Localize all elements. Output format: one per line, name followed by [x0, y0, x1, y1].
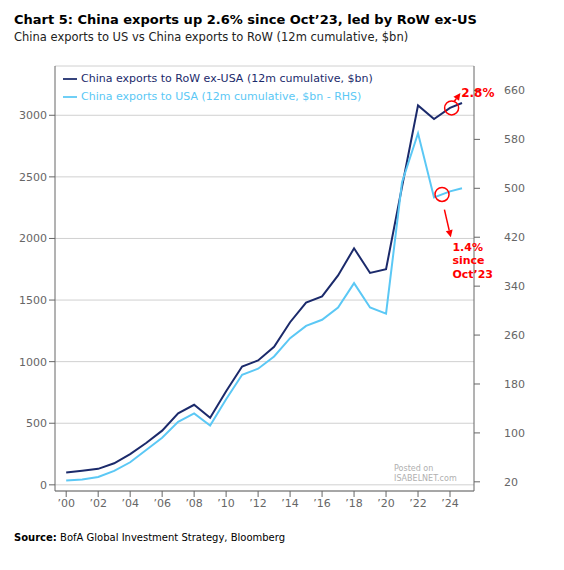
svg-text:20: 20	[504, 476, 518, 489]
svg-text:’08: ’08	[185, 497, 203, 510]
html-text:China exports to USA (12m cumu: China exports to USA (12m cumulative, $b…	[81, 90, 362, 103]
svg-text:’06: ’06	[153, 497, 171, 510]
html-text:Source: BofA Global Investment: Source: BofA Global Investment Strategy,…	[14, 532, 286, 543]
svg-text:’04: ’04	[121, 497, 139, 510]
svg-text:340: 340	[504, 280, 525, 293]
svg-text:2.8%: 2.8%	[461, 86, 494, 100]
svg-text:1500: 1500	[19, 294, 47, 307]
svg-text:’10: ’10	[217, 497, 235, 510]
svg-text:3000: 3000	[19, 109, 47, 122]
svg-text:’24: ’24	[441, 497, 459, 510]
svg-text:’12: ’12	[249, 497, 267, 510]
html-text:China exports to US vs China e: China exports to US vs China exports to …	[14, 30, 409, 44]
html-text:China exports to RoW ex-USA (1: China exports to RoW ex-USA (12m cumulat…	[81, 72, 373, 85]
svg-text:1.4%sinceOct’23: 1.4%sinceOct’23	[452, 241, 493, 280]
svg-text:’22: ’22	[409, 497, 427, 510]
svg-text:’14: ’14	[281, 497, 299, 510]
svg-text:500: 500	[26, 417, 47, 430]
html-text:Chart 5: China exports up 2.6%: Chart 5: China exports up 2.6% since Oct…	[14, 12, 477, 27]
svg-text:0: 0	[40, 479, 47, 492]
svg-text:Posted onISABELNET.com: Posted onISABELNET.com	[394, 464, 457, 483]
svg-text:’16: ’16	[313, 497, 331, 510]
svg-text:2500: 2500	[19, 171, 47, 184]
svg-text:580: 580	[504, 133, 525, 146]
svg-text:260: 260	[504, 329, 525, 342]
svg-text:’18: ’18	[345, 497, 363, 510]
svg-text:’20: ’20	[377, 497, 395, 510]
svg-text:180: 180	[504, 378, 525, 391]
svg-text:’02: ’02	[89, 497, 107, 510]
svg-text:420: 420	[504, 231, 525, 244]
svg-text:500: 500	[504, 182, 525, 195]
svg-text:660: 660	[504, 84, 525, 97]
svg-text:100: 100	[504, 427, 525, 440]
svg-text:1000: 1000	[19, 356, 47, 369]
svg-text:’00: ’00	[57, 497, 75, 510]
svg-text:2000: 2000	[19, 232, 47, 245]
